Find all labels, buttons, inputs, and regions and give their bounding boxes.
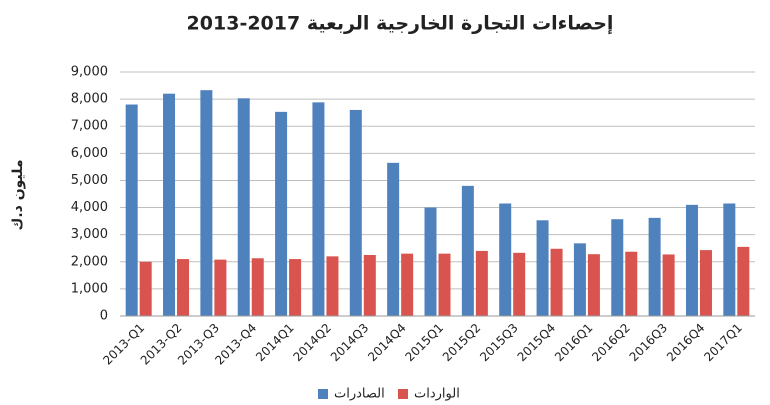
bar: [363, 255, 376, 316]
x-tick-label: 2014Q4: [365, 321, 409, 365]
y-tick-label: 9,000: [71, 65, 108, 80]
x-tick-label: 2016Q1: [552, 321, 596, 365]
y-tick-label: 3,000: [71, 227, 108, 242]
chart-title: إحصاءات التجارة الخارجية الربعية 2017-20…: [187, 13, 614, 35]
bar: [401, 253, 414, 316]
bar: [163, 93, 176, 316]
bar: [387, 162, 400, 316]
x-tick-label: 2015Q1: [403, 321, 447, 365]
legend-label: الصادرات: [334, 387, 385, 402]
bar: [573, 243, 586, 316]
bar: [125, 104, 138, 317]
bar: [625, 251, 638, 316]
bar: [289, 259, 302, 316]
legend-swatch: [398, 389, 408, 399]
bar: [251, 258, 264, 316]
bar: [737, 246, 750, 316]
y-tick-label: 7,000: [71, 119, 108, 134]
y-tick-label: 4,000: [71, 200, 108, 215]
bar: [475, 250, 488, 316]
y-tick-label: 2,000: [71, 254, 108, 269]
bar: [550, 248, 563, 316]
bar: [587, 254, 600, 316]
bar: [723, 203, 736, 316]
bar: [312, 102, 325, 316]
bar: [611, 219, 624, 316]
legend-label: الواردات: [414, 387, 460, 402]
bar: [685, 204, 698, 316]
x-tick-label: 2014Q3: [328, 321, 372, 365]
x-tick-label: 2014Q1: [253, 321, 297, 365]
bar: [499, 203, 512, 316]
y-tick-label: 5,000: [71, 173, 108, 188]
bar: [461, 185, 474, 316]
x-tick-label: 2015Q4: [515, 321, 559, 365]
x-tick-label: 2013-Q4: [212, 321, 259, 368]
x-tick-label: 2015Q2: [440, 321, 484, 365]
x-tick-label: 2016Q2: [589, 321, 633, 365]
bar: [648, 217, 661, 316]
bar: [139, 261, 152, 316]
bar: [662, 254, 675, 316]
bar: [699, 250, 712, 316]
bar: [200, 90, 213, 316]
bar: [326, 256, 339, 316]
y-tick-label: 8,000: [71, 92, 108, 107]
legend-swatch: [318, 389, 328, 399]
x-tick-label: 2014Q2: [290, 321, 334, 365]
x-tick-label: 2015Q3: [477, 321, 521, 365]
y-tick-label: 0: [100, 309, 108, 324]
bar: [214, 259, 227, 316]
y-tick-label: 6,000: [71, 146, 108, 161]
y-tick-label: 1,000: [71, 281, 108, 296]
bar: [275, 111, 288, 316]
x-tick-label: 2017Q1: [701, 321, 745, 365]
bar: [237, 98, 250, 316]
x-tick-label: 2016Q4: [664, 321, 708, 365]
bar: [513, 252, 526, 316]
x-tick-label: 2016Q3: [627, 321, 671, 365]
y-axis-label: مليون د.ك: [10, 159, 26, 230]
bar: [349, 109, 362, 316]
bar: [536, 220, 549, 316]
bar: [177, 259, 190, 316]
bar: [424, 207, 437, 316]
bar: [438, 253, 451, 316]
